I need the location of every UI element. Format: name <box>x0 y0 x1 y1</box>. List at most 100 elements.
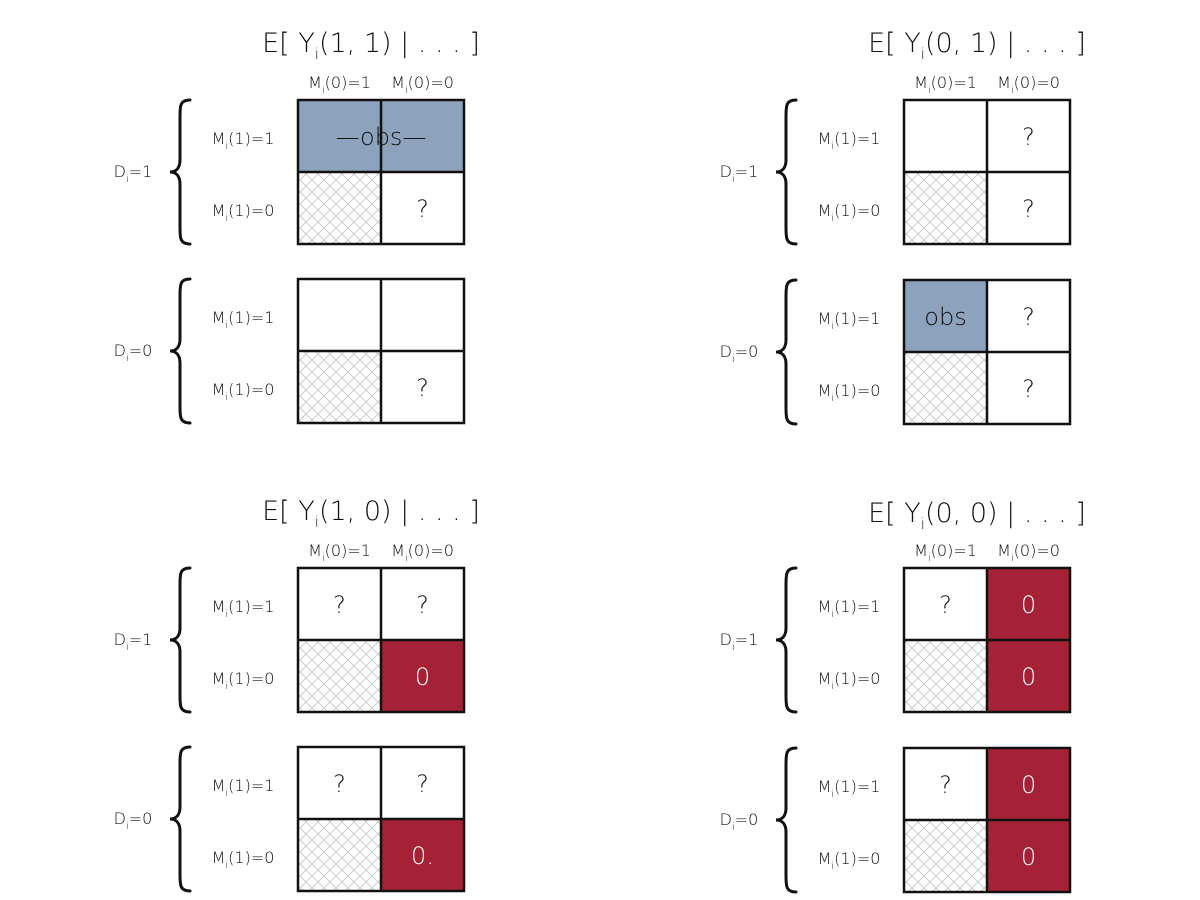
grid-cell-white <box>381 747 464 819</box>
row-group-label: Di=0 <box>114 809 153 832</box>
row-label-m1-0: Mi(1)=0 <box>818 381 881 404</box>
row-label-m1-1: Mi(1)=1 <box>818 129 881 152</box>
row-label-m1-0: Mi(1)=0 <box>818 669 881 692</box>
cell-value: ? <box>416 195 429 223</box>
column-header-m0-1: Mi(0)=1 <box>914 73 977 96</box>
group-d-equals_1: Di=1 Mi(1)=1 Mi(1)=0? ? 0 <box>114 566 466 714</box>
cell-value: ? <box>1022 123 1035 151</box>
row-label-m1-1: Mi(1)=1 <box>818 597 881 620</box>
row-label-m1-1: Mi(1)=1 <box>818 309 881 332</box>
row-group-label: Di=0 <box>114 341 153 364</box>
grid-cell-white <box>987 352 1070 424</box>
panel-title: E[ Yi(1, 0) | . . . ] <box>262 496 480 531</box>
column-header-m0-0: Mi(0)=0 <box>997 541 1060 564</box>
cell-value: 0 <box>1021 771 1036 799</box>
grid-cell-zero <box>987 820 1070 892</box>
cell-value: ? <box>1022 303 1035 331</box>
cell-value: 0 <box>1021 591 1036 619</box>
grid-cell-white <box>298 747 381 819</box>
row-label-m1-1: Mi(1)=1 <box>212 308 275 331</box>
cell-value: ? <box>939 771 952 799</box>
group-d-equals_0: Di=0 Mi(1)=1 Mi(1)=0 obs?? <box>720 278 1072 426</box>
column-header-m0-1: Mi(0)=1 <box>914 541 977 564</box>
panel-title: E[ Yi(0, 0) | . . . ] <box>868 498 1086 533</box>
grid-cell-white <box>904 100 987 172</box>
curly-brace <box>169 277 192 425</box>
row-label-m1-0: Mi(1)=0 <box>212 848 275 871</box>
panel-y10: E[ Yi(1, 0) | . . . ] Mi(0)=1 Mi(0)=0 Di=1 M… <box>114 496 480 893</box>
grid-cell-zero <box>381 819 464 891</box>
row-label-m1-0: Mi(1)=0 <box>818 849 881 872</box>
row-group-label: Di=1 <box>114 630 153 653</box>
cell-value: ? <box>939 591 952 619</box>
panel-y11: E[ Yi(1, 1) | . . . ] Mi(0)=1 Mi(0)=0 Di=1 M… <box>114 28 480 425</box>
cell-value: ? <box>416 374 429 402</box>
grid-cell-white <box>298 568 381 640</box>
panel-y01: E[ Yi(0, 1) | . . . ] Mi(0)=1 Mi(0)=0 Di=1 M… <box>720 28 1086 426</box>
grid-cell-hatch <box>904 640 987 712</box>
column-header-m0-1: Mi(0)=1 <box>308 541 371 564</box>
grid-cell-white <box>298 279 381 351</box>
column-header-m0-1: Mi(0)=1 <box>308 73 371 96</box>
cell-value: ? <box>333 770 346 798</box>
row-group-label: Di=1 <box>720 162 759 185</box>
group-d-equals_1: Di=1 Mi(1)=1 Mi(1)=0? 0 0 <box>720 566 1072 714</box>
row-label-m1-1: Mi(1)=1 <box>818 777 881 800</box>
group-d-equals_1: Di=1Mi(1)=1Mi(1)=0—obs—? <box>114 98 466 246</box>
cell-value: ? <box>1022 195 1035 223</box>
curly-brace <box>775 746 798 894</box>
cell-value: 0 <box>1021 843 1036 871</box>
grid-cell-white <box>381 172 464 244</box>
grid-cell-observed <box>904 280 987 352</box>
grid-cell-zero <box>987 748 1070 820</box>
grid-cell-zero <box>987 640 1070 712</box>
grid-cell-hatch <box>298 640 381 712</box>
row-group-label: Di=0 <box>720 342 759 365</box>
row-label-m1-0: Mi(1)=0 <box>212 380 275 403</box>
grid-cell-zero <box>381 640 464 712</box>
panel-y00: E[ Yi(0, 0) | . . . ] Mi(0)=1 Mi(0)=0 Di=1 M… <box>720 498 1086 894</box>
row-group-label: Di=1 <box>720 630 759 653</box>
row-group-label: Di=1 <box>114 162 153 185</box>
panel-title: E[ Yi(1, 1) | . . . ] <box>262 28 480 63</box>
grid-cell-hatch <box>904 352 987 424</box>
grid-cell-white <box>987 172 1070 244</box>
cell-value: 0 <box>1021 663 1036 691</box>
column-header-m0-0: Mi(0)=0 <box>391 73 454 96</box>
grid-cell-white <box>381 279 464 351</box>
curly-brace <box>169 98 192 246</box>
grid-cell-white <box>987 280 1070 352</box>
row-label-m1-0: Mi(1)=0 <box>212 201 275 224</box>
curly-brace <box>775 566 798 714</box>
grid-cell-white <box>904 748 987 820</box>
curly-brace <box>775 278 798 426</box>
grid-cell-hatch <box>298 351 381 423</box>
row-label-m1-1: Mi(1)=1 <box>212 776 275 799</box>
column-header-m0-0: Mi(0)=0 <box>997 73 1060 96</box>
cell-value: ? <box>333 591 346 619</box>
cell-value: ? <box>1022 375 1035 403</box>
group-d-equals_0: Di=0 Mi(1)=1 Mi(1)=0? 0 0 <box>720 746 1072 894</box>
grid-cell-hatch <box>904 820 987 892</box>
grid-cell-hatch <box>298 172 381 244</box>
row-label-m1-1: Mi(1)=1 <box>212 597 275 620</box>
curly-brace <box>775 98 798 246</box>
grid-cell-white <box>904 568 987 640</box>
group-d-equals_0: Di=0 Mi(1)=1 Mi(1)=0? ? 0. <box>114 745 466 893</box>
column-header-m0-0: Mi(0)=0 <box>391 541 454 564</box>
curly-brace <box>169 745 192 893</box>
grid-cell-hatch <box>904 172 987 244</box>
cell-value: ? <box>416 591 429 619</box>
grid-cell-white <box>381 351 464 423</box>
row-label-m1-0: Mi(1)=0 <box>212 669 275 692</box>
cell-value: ? <box>416 770 429 798</box>
curly-brace <box>169 566 192 714</box>
grid-cell-zero <box>987 568 1070 640</box>
grid-cell-white <box>381 568 464 640</box>
cell-value: 0. <box>411 842 434 870</box>
group-d-equals_1: Di=1 Mi(1)=1 Mi(1)=0?? <box>720 98 1072 246</box>
grid-cell-white <box>987 100 1070 172</box>
grid-cell-hatch <box>298 819 381 891</box>
cell-value: 0 <box>415 663 430 691</box>
